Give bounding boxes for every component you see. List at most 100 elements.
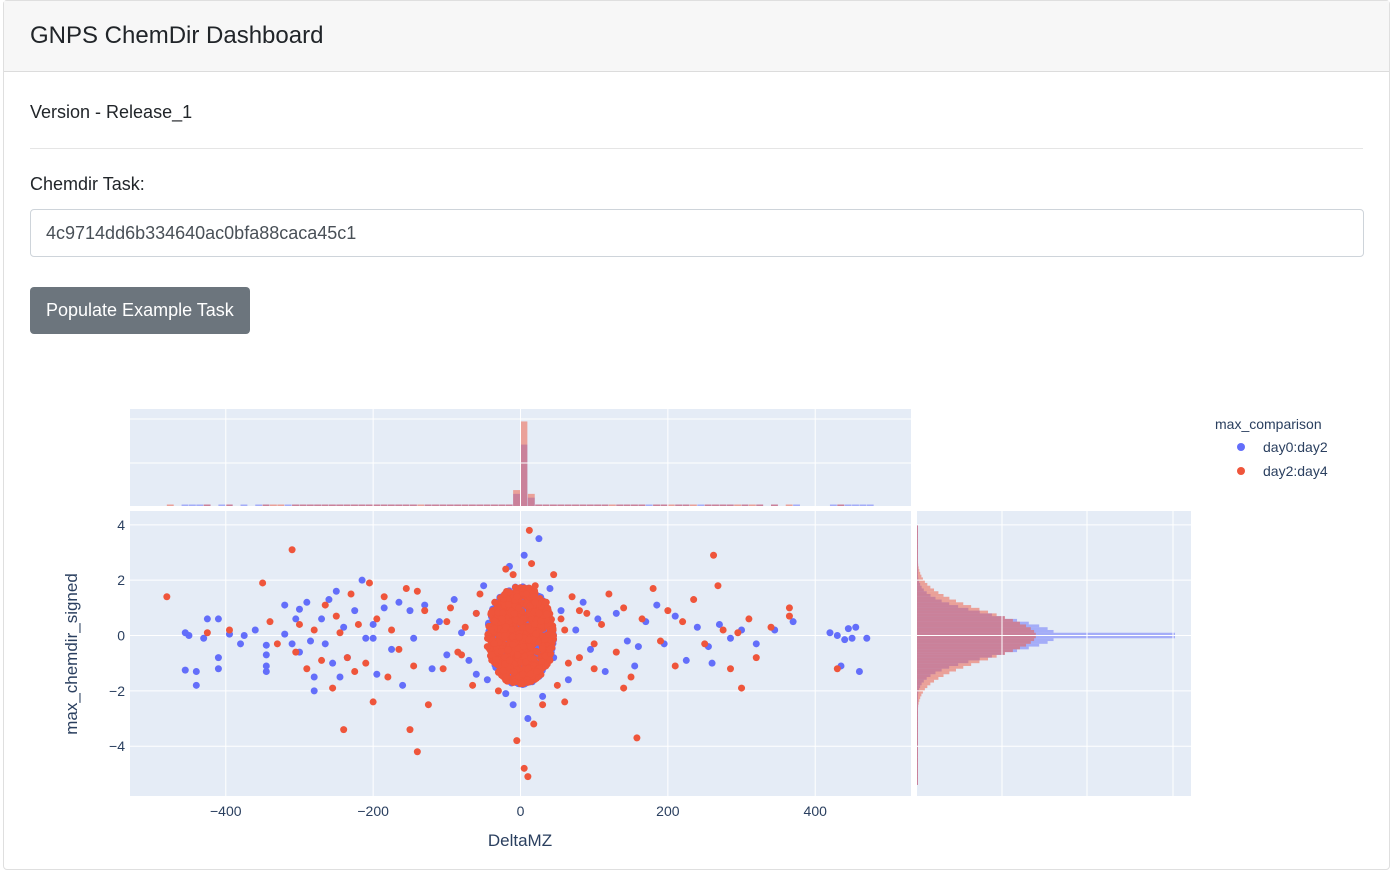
scatter-point <box>514 644 522 652</box>
top-histogram-bar <box>697 504 705 506</box>
top-histogram-bar <box>328 504 336 506</box>
scatter-point <box>526 602 534 610</box>
scatter-point <box>510 610 518 618</box>
scatter-point <box>303 598 311 606</box>
legend: max_comparison day0:day2 day2:day4 <box>1215 416 1328 479</box>
y-tick-label: −2 <box>109 683 125 699</box>
right-histogram-bar <box>917 757 918 761</box>
top-histogram-bar <box>549 504 557 506</box>
scatter-point <box>553 681 561 689</box>
scatter-point <box>483 676 491 684</box>
top-histogram-bar <box>292 504 299 506</box>
right-histogram-bar <box>917 616 1006 619</box>
scatter-point <box>526 670 534 678</box>
top-histogram-bar <box>653 504 660 506</box>
scatter-point <box>701 640 709 648</box>
top-histogram-bar <box>719 504 727 506</box>
scatter-point <box>522 590 530 598</box>
scatter-point <box>203 629 211 637</box>
scatter-point <box>745 615 753 623</box>
right-histogram-bar <box>917 735 918 738</box>
top-histogram-bar <box>675 504 683 506</box>
scatter-point <box>557 615 565 623</box>
divider <box>30 148 1363 149</box>
scatter-point <box>192 681 200 689</box>
scatter-point <box>752 654 760 662</box>
scatter-point <box>679 618 687 626</box>
scatter-point <box>332 587 340 595</box>
scatter-point <box>509 701 517 709</box>
scatter-point <box>620 604 628 612</box>
x-axis-label: DeltaMZ <box>488 831 552 850</box>
right-histogram-bar <box>917 737 918 741</box>
scatter-point <box>502 565 510 573</box>
top-histogram-bar <box>380 504 388 506</box>
scatter-point <box>633 734 641 742</box>
x-tick-label: 400 <box>804 803 828 819</box>
top-histogram-bar <box>623 504 631 506</box>
top-histogram-bar <box>748 504 756 506</box>
y-tick-label: −4 <box>109 738 125 754</box>
scatter-point <box>656 637 664 645</box>
scatter-point <box>631 662 639 670</box>
right-histogram-bar <box>917 762 918 766</box>
scatter-point <box>519 670 527 678</box>
right-histogram-bar <box>917 660 980 664</box>
scatter-point <box>627 673 635 681</box>
scatter-point <box>490 639 498 647</box>
scatter-point <box>461 623 469 631</box>
scatter-point <box>738 684 746 692</box>
scatter-point <box>649 584 657 592</box>
right-histogram-bar <box>917 732 918 736</box>
scatter-point <box>424 701 432 709</box>
right-histogram-bar <box>917 743 918 747</box>
right-histogram-bar <box>917 652 1006 655</box>
card-header: GNPS ChemDir Dashboard <box>4 1 1389 72</box>
scatter-point <box>340 623 348 631</box>
right-histogram-bar <box>917 538 918 542</box>
top-histogram-bar <box>299 504 307 506</box>
right-histogram-bar <box>917 594 944 597</box>
populate-example-button[interactable]: Populate Example Task <box>30 287 250 334</box>
right-histogram-bar <box>917 746 918 749</box>
scatter-point <box>541 652 549 660</box>
scatter-point <box>509 633 517 641</box>
top-histogram-bar <box>188 504 196 506</box>
scatter-point <box>598 620 606 628</box>
right-histogram-bar <box>917 571 921 575</box>
top-histogram-bar <box>594 504 602 506</box>
top-histogram-bar <box>756 504 764 506</box>
scatter-point <box>281 601 289 609</box>
scatter-point <box>369 634 377 642</box>
scatter-point <box>185 632 193 640</box>
scatter-point <box>358 576 366 584</box>
y-tick-label: 0 <box>117 628 125 644</box>
scatter-point <box>295 605 303 613</box>
scatter-point <box>513 737 521 745</box>
right-histogram-bar <box>917 715 918 719</box>
scatter-point <box>575 654 583 662</box>
top-histogram-bar <box>829 504 837 506</box>
task-input[interactable] <box>30 209 1364 257</box>
top-histogram-bar <box>498 504 506 506</box>
x-tick-label: 0 <box>517 803 525 819</box>
scatter-point <box>487 609 495 617</box>
right-histogram-bar <box>917 729 918 733</box>
scatter-point <box>532 630 540 638</box>
scatter-point <box>432 623 440 631</box>
right-histogram-bar <box>917 696 921 700</box>
top-histogram-bar <box>667 504 675 506</box>
right-histogram-bar <box>917 596 950 600</box>
scatter-point <box>590 640 598 648</box>
scatter-point <box>561 626 569 634</box>
right-histogram-bar <box>917 748 918 752</box>
scatter-point <box>421 607 429 615</box>
scatter-point <box>533 667 541 675</box>
scatter-point <box>288 640 296 648</box>
top-histogram-bar <box>734 504 742 506</box>
scatter-point <box>532 647 540 655</box>
top-histogram-bar <box>203 504 211 506</box>
top-histogram-bar <box>660 504 668 506</box>
scatter-chart: −400 −200 0 200 400 4 2 0 −2 −4 DeltaMZ max_chemd… <box>62 409 1328 850</box>
right-histogram-bar <box>917 718 918 722</box>
